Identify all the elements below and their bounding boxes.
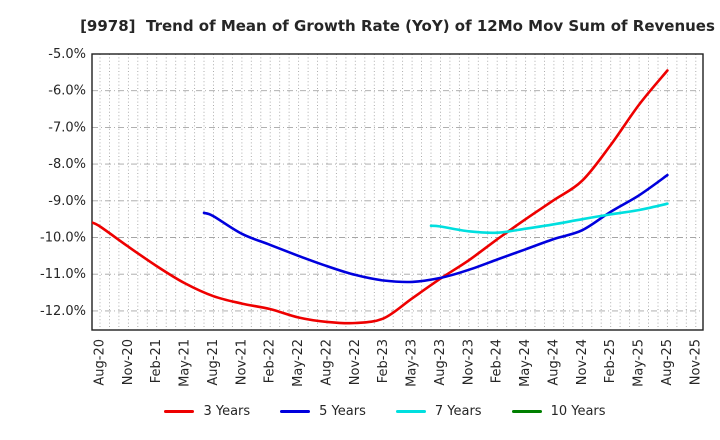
- x-tick-label: Feb-22: [263, 339, 278, 383]
- legend-swatch-10-years: [511, 410, 542, 413]
- chart-title: [9978] Trend of Mean of Growth Rate (YoY…: [80, 17, 715, 35]
- x-tick-label: Aug-22: [319, 339, 334, 386]
- legend-item-3-years: 3 Years: [164, 404, 250, 419]
- series-line-5-years: [202, 173, 669, 284]
- y-tick-label: -8.0%: [48, 157, 86, 172]
- y-tick-label: -6.0%: [48, 84, 86, 99]
- y-tick-label: -10.0%: [40, 231, 86, 246]
- series-line-3-years: [92, 69, 669, 325]
- series-line-7-years: [429, 202, 669, 235]
- x-tick-label: Aug-24: [546, 339, 561, 386]
- x-tick-label: Feb-21: [149, 339, 164, 383]
- x-tick-label: May-24: [518, 339, 533, 387]
- x-tick-label: May-21: [178, 339, 193, 387]
- y-tick-label: -12.0%: [40, 304, 86, 319]
- legend: 3 Years 5 Years 7 Years 10 Years: [0, 404, 720, 419]
- y-tick-label: -5.0%: [48, 47, 86, 62]
- x-tick-label: Nov-22: [348, 339, 363, 385]
- y-tick-label: -11.0%: [40, 267, 86, 282]
- legend-item-7-years: 7 Years: [395, 404, 482, 419]
- legend-item-5-years: 5 Years: [280, 404, 366, 419]
- y-tick-label: -9.0%: [48, 194, 86, 209]
- legend-label-3-years: 3 Years: [203, 404, 251, 419]
- x-tick-label: Nov-23: [461, 339, 476, 385]
- x-tick-label: Nov-21: [234, 339, 249, 385]
- x-tick-label: Aug-25: [660, 339, 675, 386]
- x-tick-label: Feb-23: [376, 339, 391, 383]
- x-tick-label: Nov-25: [688, 339, 703, 385]
- legend-label-10-years: 10 Years: [550, 404, 606, 419]
- legend-swatch-7-years: [395, 410, 426, 413]
- x-tick-label: Nov-20: [121, 339, 136, 385]
- legend-label-5-years: 5 Years: [319, 404, 366, 419]
- legend-label-7-years: 7 Years: [434, 404, 482, 419]
- x-tick-label: Aug-21: [206, 339, 221, 386]
- legend-item-10-years: 10 Years: [511, 404, 606, 419]
- x-tick-label: May-23: [405, 339, 420, 387]
- x-tick-label: May-25: [632, 339, 647, 387]
- x-tick-label: Aug-23: [433, 339, 448, 386]
- legend-swatch-3-years: [164, 410, 195, 413]
- x-tick-label: Aug-20: [93, 339, 108, 386]
- plot-frame: [91, 53, 704, 331]
- x-tick-label: Feb-24: [490, 339, 505, 383]
- y-tick-label: -7.0%: [48, 120, 86, 135]
- x-tick-label: Feb-25: [603, 339, 618, 383]
- x-tick-label: May-22: [291, 339, 306, 387]
- legend-swatch-5-years: [280, 410, 311, 413]
- x-tick-label: Nov-24: [575, 339, 590, 385]
